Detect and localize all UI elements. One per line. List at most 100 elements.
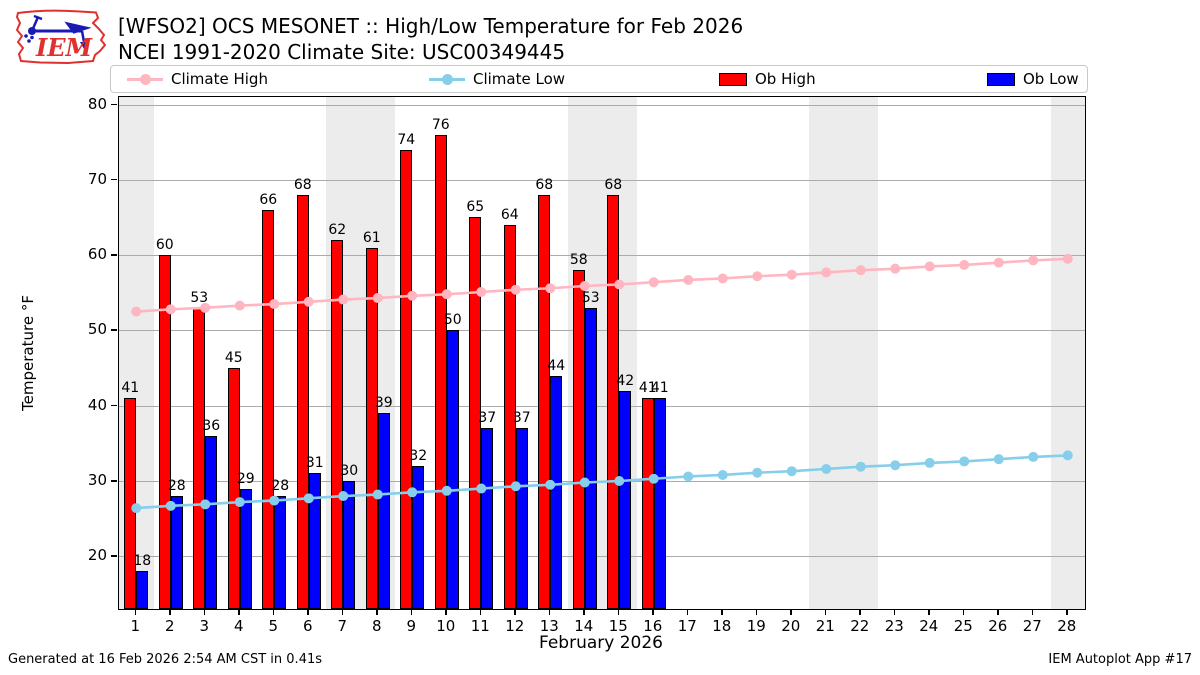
y-axis-label: Temperature °F	[19, 295, 37, 411]
x-tick-label: 14	[574, 617, 594, 635]
ob-high-value-label: 64	[500, 207, 519, 223]
x-tick-label: 3	[199, 617, 210, 635]
chart-plot-area: 41 60 53 45 66 68 62 61 74 76 65 64 68 58 68 41 18 28 36 29…	[118, 96, 1086, 610]
weekend-shading-band	[809, 97, 844, 609]
ob-low-value-label: 29	[236, 470, 255, 487]
climate-high-marker	[717, 273, 728, 284]
ob-high-value-label: 58	[569, 252, 588, 269]
ob-high-value-label: 68	[535, 176, 554, 193]
iem-logo: IEM	[15, 9, 107, 65]
climate-high-marker	[683, 274, 694, 285]
page-subtitle: NCEI 1991-2020 Climate Site: USC00349445	[118, 40, 566, 64]
y-gridline	[119, 330, 1085, 332]
weekend-shading-band	[843, 97, 878, 609]
ob-low-value-label: 32	[409, 447, 428, 464]
x-tick-mark	[410, 609, 412, 615]
x-tick-mark	[928, 609, 930, 615]
climate-low-marker	[752, 467, 763, 478]
ob-high-value-label: 66	[259, 191, 278, 208]
ob-high-bar	[538, 194, 551, 609]
ob-high-value-label: 41	[121, 380, 140, 397]
y-tick-mark	[111, 178, 117, 181]
climate-high-marker	[786, 269, 797, 280]
ob-high-bar	[434, 134, 447, 609]
x-tick-label: 10	[436, 617, 456, 635]
ob-low-value-label: 39	[374, 395, 393, 412]
iem-logo-text: IEM	[35, 33, 94, 62]
x-tick-label: 26	[988, 617, 1008, 635]
weekend-shading-band	[1050, 97, 1085, 609]
legend-item-ob-low: Ob Low	[987, 66, 1079, 92]
ob-low-value-label: 37	[478, 410, 497, 427]
ob-low-value-label: 53	[581, 289, 600, 306]
x-tick-label: 8	[371, 617, 382, 635]
iowa-outline-icon	[15, 9, 107, 65]
ob-high-bar	[400, 149, 413, 609]
x-tick-mark	[272, 609, 274, 615]
ob-low-value-label: 42	[616, 372, 635, 389]
y-tick-label: 70	[87, 169, 107, 188]
x-tick-label: 4	[233, 617, 244, 635]
x-tick-mark	[755, 609, 757, 615]
ob-high-bar	[124, 398, 137, 609]
x-tick-mark	[341, 609, 343, 615]
y-gridline	[119, 104, 1085, 106]
ob-high-bar	[607, 194, 620, 609]
x-tick-mark	[617, 609, 619, 615]
x-tick-label: 11	[470, 617, 490, 635]
y-tick-mark	[111, 480, 117, 482]
y-tick-label: 20	[87, 546, 107, 565]
page-title: [WFSO2] OCS MESONET :: High/Low Temperat…	[118, 14, 744, 38]
ob-low-bar	[412, 465, 425, 609]
x-axis-label: February 2026	[539, 633, 663, 653]
x-tick-label: 23	[884, 617, 904, 635]
x-tick-label: 15	[608, 617, 628, 635]
x-tick-label: 17	[677, 617, 697, 635]
ob-low-bar	[481, 428, 494, 609]
x-tick-label: 9	[406, 617, 417, 635]
legend-label: Climate High	[171, 70, 268, 88]
x-tick-label: 28	[1057, 617, 1077, 635]
y-tick-label: 50	[87, 320, 107, 339]
ob-low-swatch-icon	[987, 72, 1015, 86]
x-tick-mark	[238, 609, 240, 615]
ob-low-bar	[515, 428, 528, 609]
x-tick-label: 12	[505, 617, 525, 635]
x-tick-mark	[548, 609, 550, 615]
climate-high-marker	[959, 259, 970, 270]
x-tick-mark	[859, 609, 861, 615]
legend-label: Ob Low	[1023, 70, 1079, 88]
y-gridline	[119, 556, 1085, 558]
climate-low-marker	[890, 460, 901, 471]
ob-low-value-label: 41	[650, 380, 669, 397]
ob-low-bar	[205, 435, 218, 609]
weathervane-icon	[24, 14, 92, 49]
ob-low-bar	[308, 473, 321, 609]
ob-low-bar	[239, 488, 252, 609]
climate-low-marker	[993, 454, 1004, 465]
ob-low-value-label: 18	[133, 553, 152, 570]
x-tick-mark	[893, 609, 895, 615]
climate-high-line-icon	[127, 73, 163, 85]
ob-low-bar	[446, 330, 459, 609]
ob-high-bar	[503, 225, 516, 609]
ob-high-value-label: 45	[224, 350, 243, 367]
x-tick-label: 18	[712, 617, 732, 635]
legend-label: Climate Low	[473, 70, 566, 88]
x-tick-label: 27	[1022, 617, 1042, 635]
ob-low-value-label: 44	[547, 357, 566, 374]
ob-high-bar	[262, 209, 275, 609]
legend-label: Ob High	[755, 70, 816, 88]
climate-low-marker	[1028, 451, 1039, 462]
y-gridline	[119, 255, 1085, 257]
ob-high-value-label: 41	[638, 380, 657, 397]
climate-high-marker	[1028, 255, 1039, 266]
ob-high-bar	[469, 217, 482, 609]
x-tick-label: 13	[539, 617, 559, 635]
x-tick-label: 19	[746, 617, 766, 635]
climate-low-marker	[717, 469, 728, 480]
ob-high-value-label: 53	[190, 289, 209, 306]
y-gridline	[119, 405, 1085, 407]
x-tick-label: 7	[337, 617, 348, 635]
